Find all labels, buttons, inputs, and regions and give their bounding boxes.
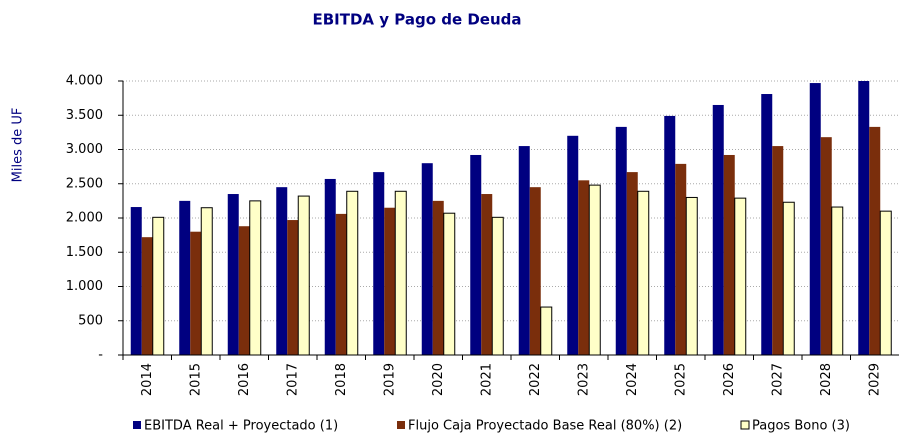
bar (858, 81, 870, 355)
bar (809, 83, 821, 356)
bar (615, 126, 627, 356)
bar (578, 180, 590, 355)
x-tick-label: 2025 (673, 363, 688, 396)
bar (637, 190, 650, 356)
x-tick-label: 2023 (576, 363, 591, 396)
bar (685, 196, 698, 356)
x-tick-label: 2029 (867, 363, 882, 396)
bar (734, 197, 747, 356)
bar (567, 135, 579, 355)
x-tick-label: 2014 (140, 363, 155, 396)
x-tick-label: 2028 (819, 363, 834, 396)
bar (152, 216, 165, 356)
bar (443, 212, 456, 356)
bar (179, 200, 191, 355)
x-tick-label: 2016 (237, 363, 252, 396)
x-tick-label: 2019 (382, 363, 397, 396)
bar (470, 154, 482, 355)
bar (276, 187, 288, 355)
bar (723, 154, 735, 355)
legend-label: EBITDA Real + Proyectado (1) (144, 419, 338, 434)
bar (297, 195, 310, 356)
bar (626, 172, 638, 355)
legend-swatch (740, 420, 750, 430)
y-tick-label: 500 (78, 313, 103, 328)
y-tick-label: 3.500 (66, 108, 103, 123)
bar (421, 163, 433, 355)
bar (540, 306, 553, 356)
bar (190, 231, 202, 355)
y-tick-label: 2.500 (66, 176, 103, 191)
x-tick-label: 2026 (722, 363, 737, 396)
bar (238, 226, 250, 355)
bar (491, 216, 504, 356)
legend-label: Pagos Bono (3) (752, 419, 850, 434)
y-tick-label: 2.000 (66, 211, 103, 226)
x-tick-label: 2024 (625, 363, 640, 396)
bar (675, 163, 687, 355)
y-tick-label: 1.500 (66, 245, 103, 260)
bar (130, 207, 142, 355)
bar (588, 184, 601, 356)
x-tick-label: 2022 (528, 363, 543, 396)
legend-label: Flujo Caja Proyectado Base Real (80%) (2… (408, 419, 682, 434)
bar (782, 201, 795, 356)
bar (879, 210, 892, 356)
bar (394, 190, 407, 356)
bar (664, 115, 676, 355)
bar (346, 190, 359, 356)
bar (384, 207, 396, 355)
x-tick-label: 2021 (479, 363, 494, 396)
bar (712, 104, 724, 355)
y-axis-label: Miles de UF (11, 108, 26, 183)
bar (820, 137, 832, 355)
chart-title: EBITDA y Pago de Deuda (312, 11, 521, 29)
bar (227, 194, 239, 355)
bar (200, 207, 213, 356)
bar (869, 126, 881, 356)
bar (772, 146, 784, 355)
y-tick-label: 3.000 (66, 142, 103, 157)
bar (141, 237, 153, 355)
y-tick-label: - (98, 348, 103, 363)
bar (287, 220, 299, 355)
bar (335, 213, 347, 355)
y-tick-label: 1.000 (66, 279, 103, 294)
x-tick-label: 2015 (188, 363, 203, 396)
x-tick-label: 2017 (285, 363, 300, 396)
bar (518, 146, 530, 355)
bar (324, 178, 336, 355)
bar (432, 200, 444, 355)
bar (481, 194, 493, 355)
x-tick-label: 2027 (770, 363, 785, 396)
x-tick-label: 2020 (431, 363, 446, 396)
legend-swatch (397, 421, 405, 429)
x-tick-label: 2018 (334, 363, 349, 396)
legend-swatch (133, 421, 141, 429)
bar (249, 200, 262, 356)
bar (831, 206, 844, 356)
bar (529, 187, 541, 355)
y-tick-label: 4.000 (66, 74, 103, 89)
bar (761, 94, 773, 355)
bar (373, 172, 385, 355)
